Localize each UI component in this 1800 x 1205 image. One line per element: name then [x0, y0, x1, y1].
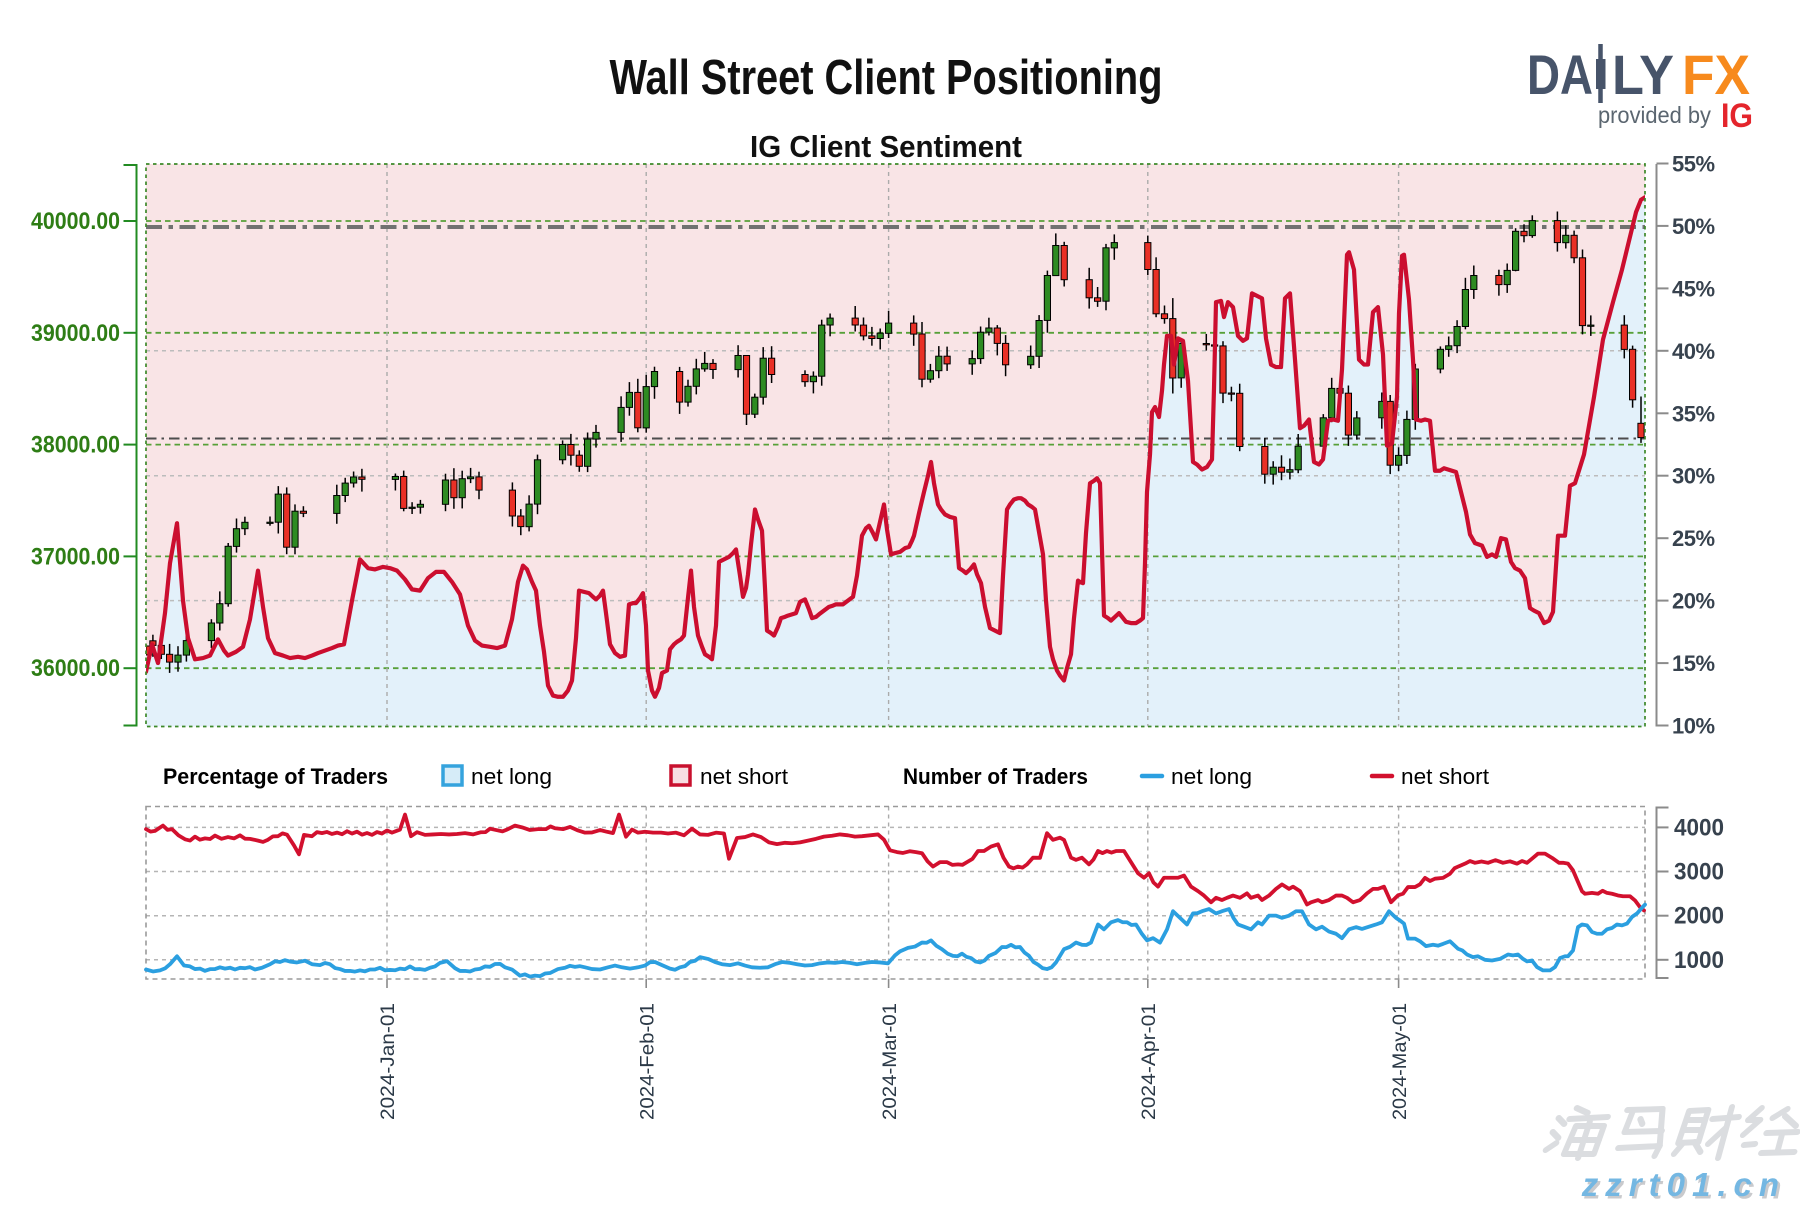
- svg-text:25%: 25%: [1672, 526, 1715, 551]
- svg-text:39000.00: 39000.00: [31, 320, 120, 347]
- svg-text:net long: net long: [1171, 764, 1252, 789]
- svg-text:FX: FX: [1682, 43, 1750, 106]
- svg-text:zzrt01.cn: zzrt01.cn: [1583, 1169, 1788, 1201]
- svg-text:provided by: provided by: [1598, 102, 1711, 128]
- svg-text:DA: DA: [1527, 43, 1593, 106]
- svg-text:36000.00: 36000.00: [31, 655, 120, 682]
- svg-text:4000: 4000: [1674, 814, 1724, 841]
- svg-text:2024-Apr-01: 2024-Apr-01: [1138, 1003, 1160, 1120]
- svg-text:net short: net short: [700, 764, 788, 789]
- svg-text:15%: 15%: [1672, 651, 1715, 676]
- svg-text:55%: 55%: [1672, 152, 1715, 177]
- svg-text:2000: 2000: [1674, 903, 1724, 930]
- svg-text:net short: net short: [1401, 764, 1489, 789]
- svg-text:37000.00: 37000.00: [31, 543, 120, 570]
- svg-text:Wall Street Client Positioning: Wall Street Client Positioning: [610, 51, 1163, 105]
- svg-text:45%: 45%: [1672, 276, 1715, 301]
- svg-text:2024-Feb-01: 2024-Feb-01: [636, 1003, 658, 1120]
- svg-text:3000: 3000: [1674, 859, 1724, 886]
- svg-text:2024-Mar-01: 2024-Mar-01: [879, 1003, 901, 1120]
- svg-text:Number of Traders: Number of Traders: [903, 764, 1088, 789]
- svg-text:LY: LY: [1612, 43, 1674, 106]
- svg-text:IG Client Sentiment: IG Client Sentiment: [750, 129, 1022, 164]
- svg-text:38000.00: 38000.00: [31, 432, 120, 459]
- svg-text:zzrt01.cn: zzrt01.cn: [1581, 1166, 1786, 1200]
- svg-text:10%: 10%: [1672, 714, 1715, 739]
- svg-text:35%: 35%: [1672, 401, 1715, 426]
- svg-text:20%: 20%: [1672, 589, 1715, 614]
- svg-text:Percentage of Traders: Percentage of Traders: [163, 764, 388, 789]
- svg-text:IG: IG: [1721, 97, 1753, 135]
- svg-text:2024-Jan-01: 2024-Jan-01: [377, 1003, 399, 1120]
- svg-text:40000.00: 40000.00: [31, 208, 120, 235]
- svg-text:2024-May-01: 2024-May-01: [1389, 1003, 1411, 1120]
- svg-text:30%: 30%: [1672, 464, 1715, 489]
- svg-text:50%: 50%: [1672, 214, 1715, 239]
- svg-text:40%: 40%: [1672, 339, 1715, 364]
- svg-text:net long: net long: [471, 764, 552, 789]
- svg-text:1000: 1000: [1674, 947, 1724, 974]
